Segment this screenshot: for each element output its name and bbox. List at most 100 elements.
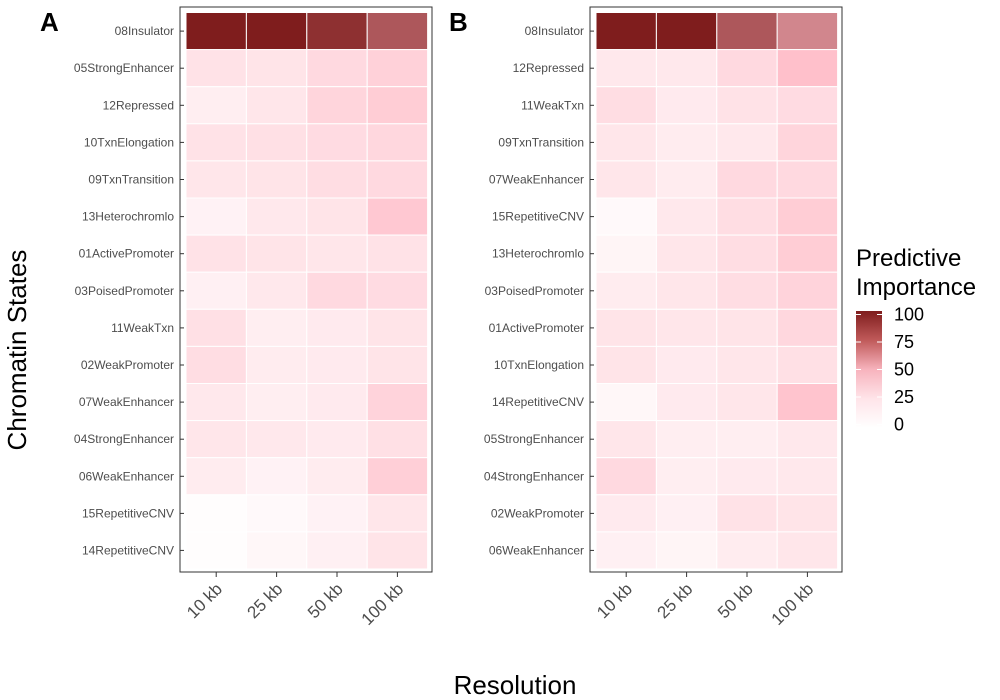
heatmap-cell (655, 420, 718, 459)
heatmap-cell (595, 383, 657, 422)
heatmap-cell (366, 49, 429, 88)
legend-tick-label: 50 (894, 360, 914, 380)
heatmap-cell (595, 12, 657, 51)
heatmap-cell (776, 531, 839, 570)
heatmap-cell (366, 234, 429, 273)
panel-b-row-labels: 08Insulator 12Repressed 11WeakTxn 09TxnTran… (484, 24, 594, 557)
heatmap-cell (595, 86, 657, 125)
heatmap-cell (306, 197, 368, 236)
heatmap-cell (306, 234, 368, 273)
heatmap-cell (245, 12, 308, 51)
legend-tick-label: 25 (894, 387, 914, 407)
heatmap-cell (185, 308, 247, 347)
heatmap-cell (366, 271, 429, 310)
heatmap-cell (776, 86, 839, 125)
panel-b-tag: B (449, 7, 468, 37)
heatmap-cell (366, 160, 429, 199)
panel-b-column-labels: 10 kb 25 kb 50 kb 100 kb (593, 572, 817, 629)
heatmap-cell (776, 308, 839, 347)
heatmap-cell (245, 86, 308, 125)
heatmap-cell (306, 308, 368, 347)
column-label: 25 kb (654, 579, 697, 622)
heatmap-cell (655, 271, 718, 310)
row-label: 13Heterochromlo (492, 247, 584, 261)
legend-tick-label: 0 (894, 415, 904, 435)
heatmap-cell (655, 197, 718, 236)
heatmap-cell (655, 531, 718, 570)
row-label: 10TxnElongation (494, 358, 584, 372)
heatmap-cell (185, 197, 247, 236)
panel-a-tag: A (40, 7, 59, 37)
heatmap-cell (595, 531, 657, 570)
column-label: 100 kb (358, 579, 408, 629)
heatmap-cell (716, 383, 778, 422)
row-label: 15RepetitiveCNV (82, 506, 174, 520)
heatmap-cell (776, 12, 839, 51)
heatmap-cell (716, 160, 778, 199)
legend-title-line1: Predictive (856, 245, 961, 272)
legend-tick-label: 75 (894, 332, 914, 352)
heatmap-cell (306, 531, 368, 570)
x-axis-title: Resolution (454, 670, 577, 700)
heatmap-cell (595, 197, 657, 236)
heatmap-cell (776, 494, 839, 533)
row-label: 12Repressed (513, 61, 584, 75)
heatmap-cell (595, 160, 657, 199)
row-label: 08Insulator (115, 24, 174, 38)
heatmap-cell (776, 160, 839, 199)
row-label: 09TxnTransition (88, 173, 174, 187)
heatmap-cell (185, 420, 247, 459)
heatmap-cell (716, 457, 778, 496)
heatmap-cell (245, 234, 308, 273)
row-label: 07WeakEnhancer (489, 173, 584, 187)
heatmap-cell (655, 123, 718, 162)
heatmap-cell (366, 345, 429, 384)
heatmap-cell (306, 383, 368, 422)
heatmap-cell (776, 123, 839, 162)
heatmap-cell (366, 457, 429, 496)
legend-title-line2: Importance (856, 274, 976, 301)
row-label: 08Insulator (525, 24, 584, 38)
heatmap-cell (655, 234, 718, 273)
heatmap-cell (245, 531, 308, 570)
heatmap-cell (245, 457, 308, 496)
heatmap-cell (245, 345, 308, 384)
heatmap-cell (306, 457, 368, 496)
heatmap-cell (716, 123, 778, 162)
row-label: 02WeakPromoter (81, 358, 174, 372)
heatmap-cell (306, 49, 368, 88)
heatmap-cell (306, 123, 368, 162)
legend-ticks: 100 75 50 25 0 (856, 305, 924, 435)
heatmap-cell (245, 160, 308, 199)
row-label: 13Heterochromlo (82, 210, 174, 224)
row-label: 14RepetitiveCNV (82, 543, 174, 557)
heatmap-cell (366, 12, 429, 51)
heatmap-cell (366, 197, 429, 236)
heatmap-cell (655, 383, 718, 422)
heatmap-cell (716, 531, 778, 570)
panel-a-column-labels: 10 kb 25 kb 50 kb 100 kb (183, 572, 407, 629)
heatmap-cell (776, 271, 839, 310)
heatmap-cell (245, 197, 308, 236)
heatmap-cell (595, 345, 657, 384)
heatmap-cell (655, 49, 718, 88)
row-label: 05StrongEnhancer (74, 61, 174, 75)
heatmap-cell (185, 271, 247, 310)
heatmap-cell (716, 420, 778, 459)
row-label: 04StrongEnhancer (484, 469, 584, 483)
heatmap-cell (595, 308, 657, 347)
heatmap-cell (595, 271, 657, 310)
heatmap-cell (185, 494, 247, 533)
heatmap-cell (185, 86, 247, 125)
heatmap-cell (185, 531, 247, 570)
heatmap-cell (185, 49, 247, 88)
heatmap-cell (716, 308, 778, 347)
heatmap-cell (655, 345, 718, 384)
heatmap-cell (366, 123, 429, 162)
heatmap-cell (306, 420, 368, 459)
heatmap-cell (185, 383, 247, 422)
heatmap-cell (245, 49, 308, 88)
heatmap-cell (245, 383, 308, 422)
row-label: 09TxnTransition (498, 135, 584, 149)
heatmap-cell (185, 345, 247, 384)
